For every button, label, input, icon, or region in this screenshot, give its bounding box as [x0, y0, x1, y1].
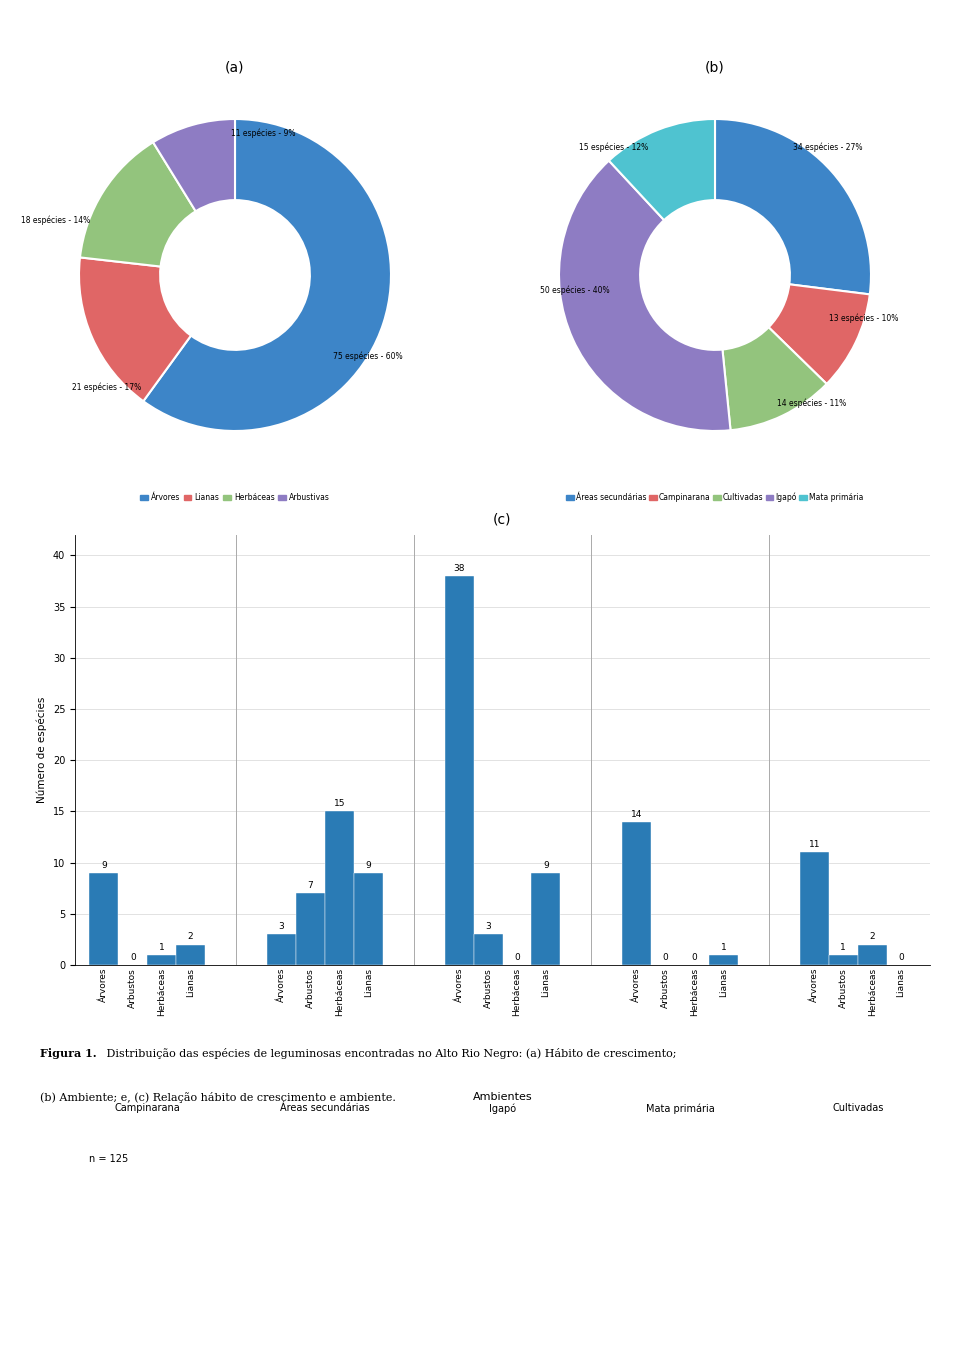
Wedge shape [609, 119, 715, 220]
Text: 1: 1 [721, 943, 727, 952]
Text: 0: 0 [515, 953, 519, 962]
Bar [147, 955, 177, 964]
Wedge shape [143, 119, 391, 431]
Text: 1: 1 [840, 943, 846, 952]
Text: 13 espécies - 10%: 13 espécies - 10% [828, 314, 898, 323]
Text: n = 125: n = 125 [89, 1154, 129, 1165]
Text: 0: 0 [130, 953, 135, 962]
Legend: Árvores, Lianas, Herbáceas, Arbustivas: Árvores, Lianas, Herbáceas, Arbustivas [137, 490, 333, 505]
Text: 75 espécies - 60%: 75 espécies - 60% [333, 352, 402, 361]
Text: Figura 1.: Figura 1. [40, 1048, 97, 1058]
Bar [473, 934, 502, 964]
Text: 2: 2 [870, 933, 875, 941]
Text: 15: 15 [333, 799, 345, 809]
Text: Áreas secundárias: Áreas secundárias [280, 1103, 370, 1113]
Wedge shape [80, 142, 196, 266]
Text: 15 espécies - 12%: 15 espécies - 12% [579, 142, 648, 151]
Bar [324, 812, 354, 964]
Title: (b): (b) [706, 60, 725, 75]
Text: Cultivadas: Cultivadas [832, 1103, 883, 1113]
Bar [444, 576, 473, 964]
Bar [709, 955, 738, 964]
Bar [800, 852, 828, 964]
Text: 2: 2 [188, 933, 194, 941]
Bar [296, 893, 324, 964]
Bar [828, 955, 857, 964]
Text: 1: 1 [158, 943, 164, 952]
Text: 0: 0 [692, 953, 698, 962]
Bar [857, 944, 887, 964]
Text: 18 espécies - 14%: 18 espécies - 14% [21, 216, 90, 225]
Text: 34 espécies - 27%: 34 espécies - 27% [793, 142, 862, 151]
Text: 3: 3 [485, 922, 491, 932]
Wedge shape [153, 119, 235, 211]
Bar [532, 873, 561, 964]
Wedge shape [723, 327, 827, 430]
Text: 9: 9 [543, 861, 549, 870]
Bar [622, 821, 651, 964]
Text: (b) Ambiente; e, (c) Relação hábito de crescimento e ambiente.: (b) Ambiente; e, (c) Relação hábito de c… [40, 1093, 396, 1103]
Text: Mata primária: Mata primária [646, 1103, 714, 1114]
Text: 38: 38 [453, 563, 465, 573]
Text: 0: 0 [662, 953, 668, 962]
X-axis label: Ambientes: Ambientes [472, 1093, 532, 1102]
Wedge shape [715, 119, 871, 295]
Text: Igapó: Igapó [489, 1103, 516, 1114]
Text: 21 espécies - 17%: 21 espécies - 17% [72, 382, 142, 391]
Text: DESVENDANDO AS FRONTEIRAS DO CONHECIMENTO NA REGIÃO AMAZÔNICA DO ALTO RIO NEGRO: DESVENDANDO AS FRONTEIRAS DO CONHECIMENT… [243, 18, 717, 27]
Title: (c): (c) [493, 513, 512, 527]
Bar [267, 934, 296, 964]
Text: 14: 14 [631, 810, 642, 818]
Text: 9: 9 [101, 861, 107, 870]
Text: Distribuição das espécies de leguminosas encontradas no Alto Rio Negro: (a) Hábi: Distribuição das espécies de leguminosas… [104, 1048, 677, 1058]
Text: 50 espécies - 40%: 50 espécies - 40% [540, 286, 610, 296]
Text: 128: 128 [54, 1329, 86, 1344]
Bar [177, 944, 205, 964]
Text: 0: 0 [899, 953, 904, 962]
Text: 7: 7 [307, 881, 313, 891]
Wedge shape [559, 161, 731, 431]
Text: Campinarana: Campinarana [114, 1103, 180, 1113]
Wedge shape [79, 258, 191, 401]
Bar [89, 873, 118, 964]
Text: 14 espécies - 11%: 14 espécies - 11% [777, 398, 847, 408]
Bar [354, 873, 383, 964]
Y-axis label: Número de espécies: Número de espécies [36, 697, 47, 803]
Text: 9: 9 [366, 861, 372, 870]
Text: 3: 3 [278, 922, 284, 932]
Wedge shape [769, 284, 870, 383]
Text: 11: 11 [808, 840, 820, 850]
Legend: Áreas secundárias, Campinarana, Cultivadas, Igapó, Mata primária: Áreas secundárias, Campinarana, Cultivad… [564, 490, 867, 505]
Text: 11 espécies - 9%: 11 espécies - 9% [230, 128, 296, 138]
Title: (a): (a) [226, 60, 245, 75]
